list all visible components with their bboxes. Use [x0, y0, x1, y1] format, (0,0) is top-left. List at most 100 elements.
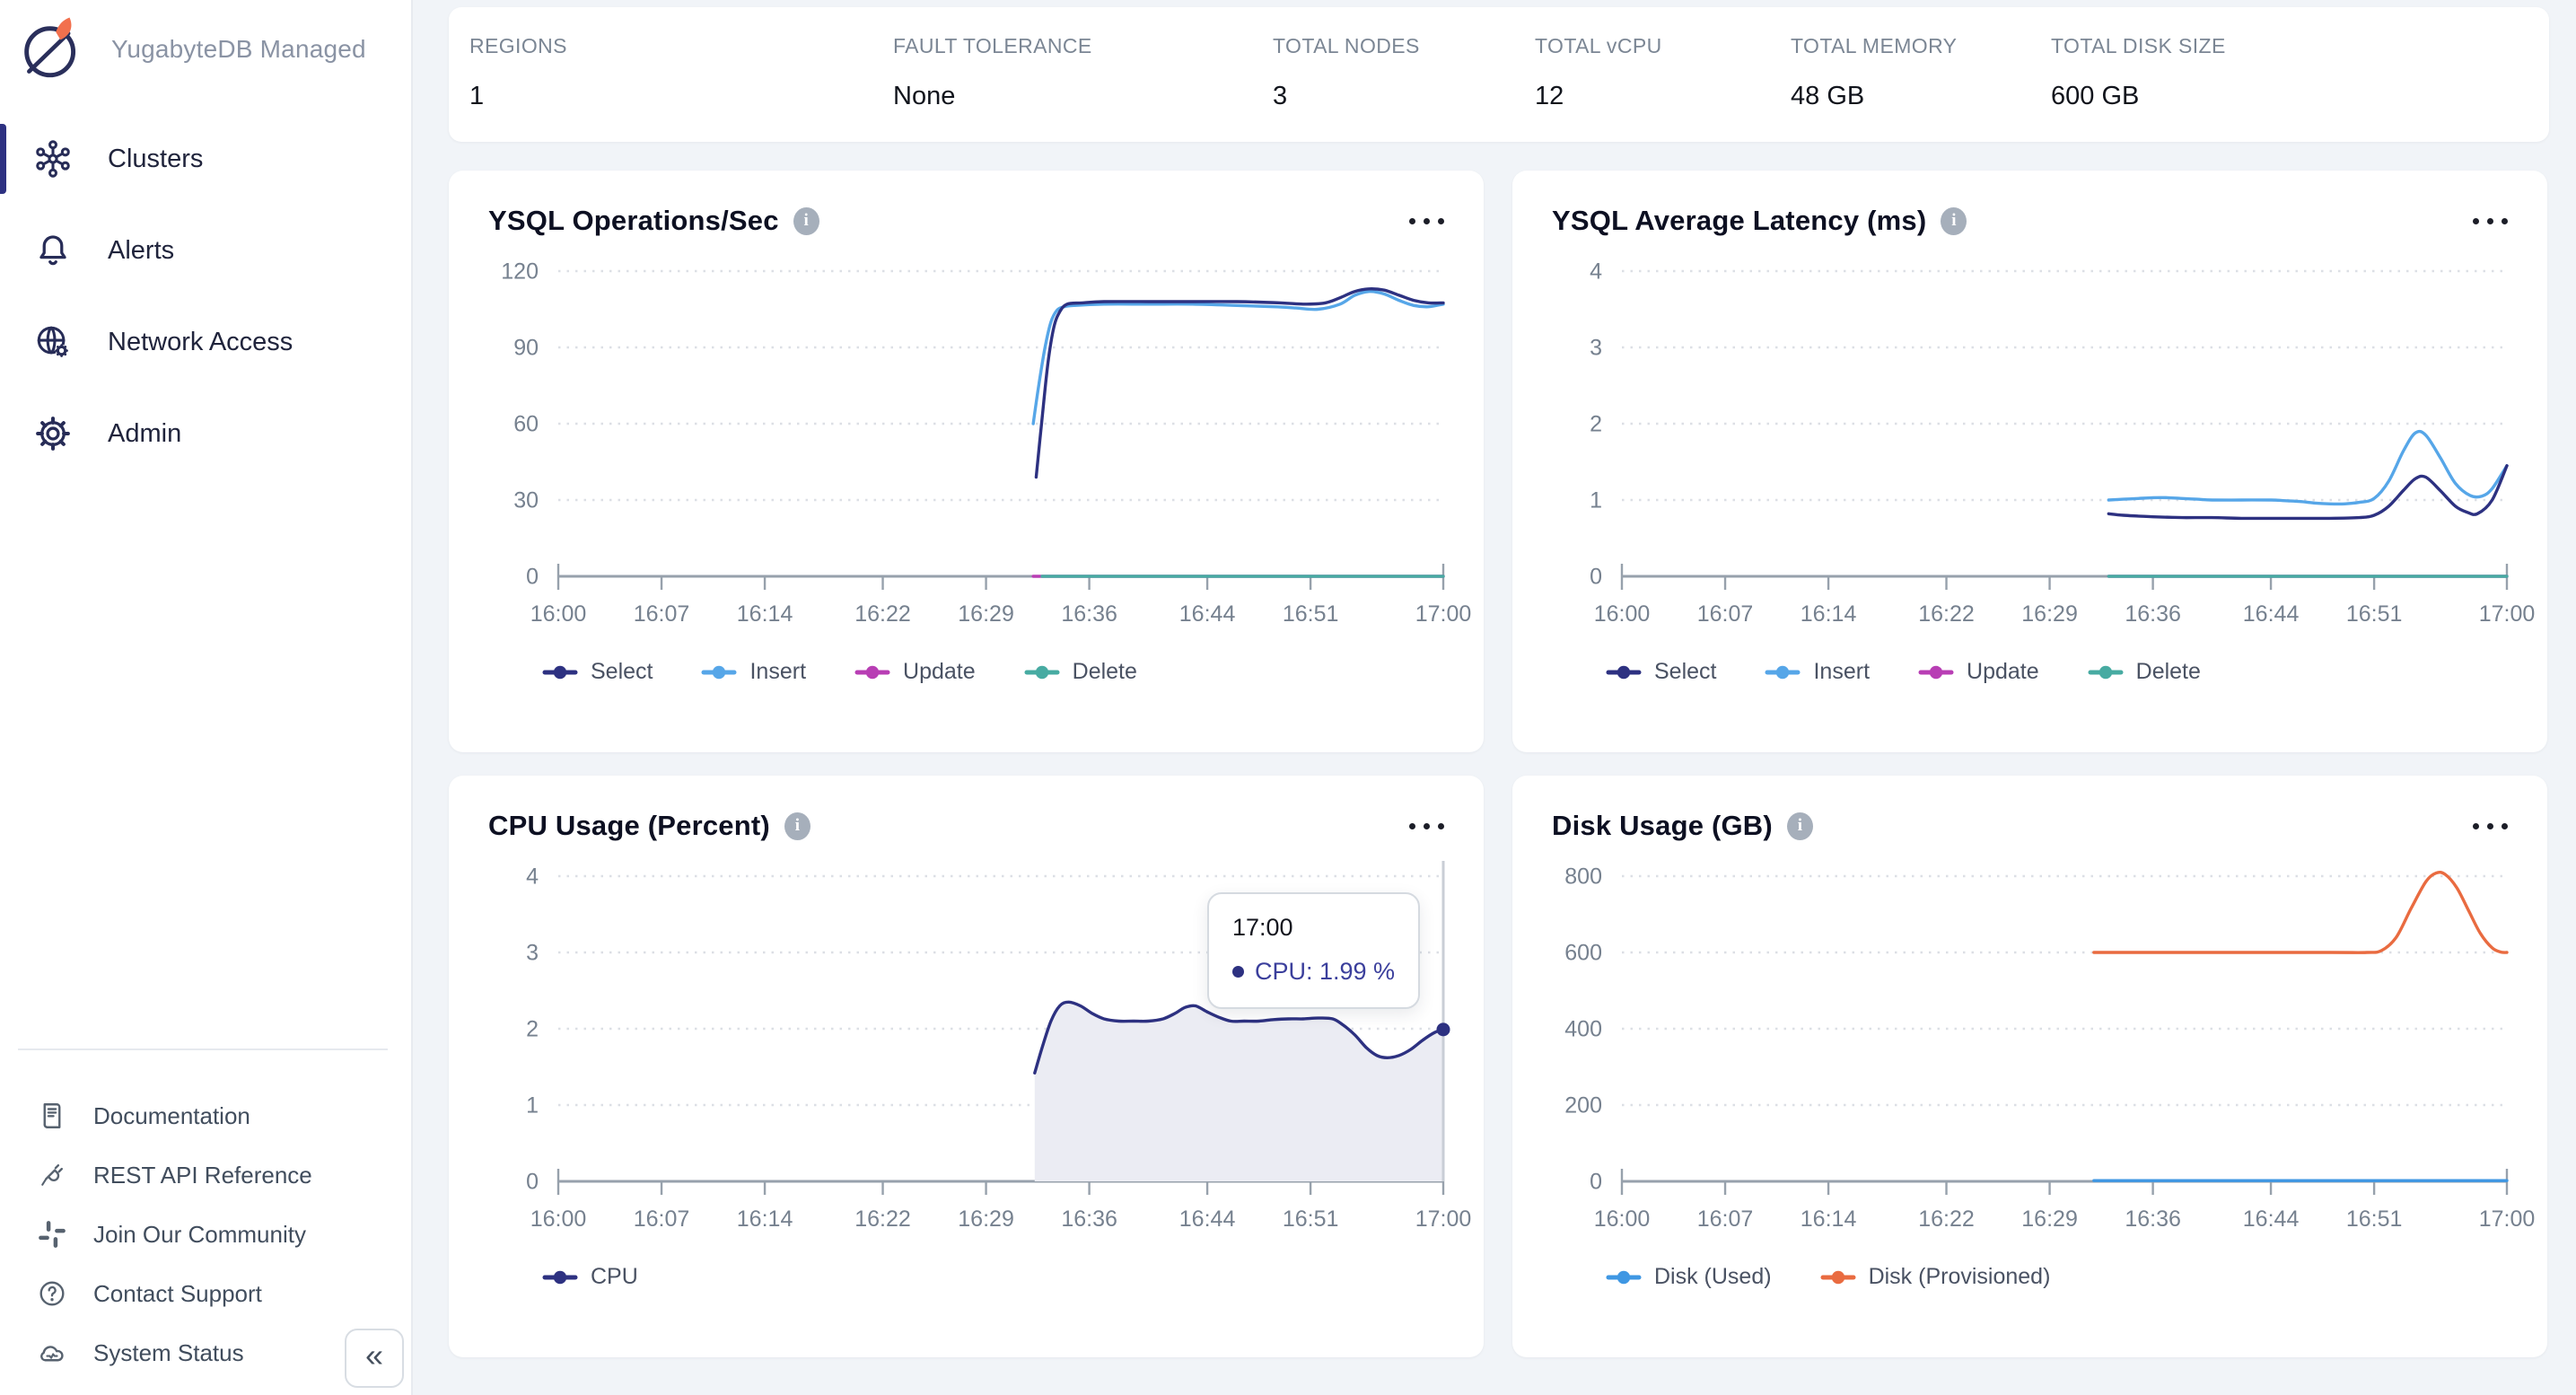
svg-text:4: 4 [1590, 259, 1602, 285]
svg-text:1: 1 [1590, 488, 1602, 513]
svg-text:16:00: 16:00 [530, 1206, 587, 1232]
stat-value: 600 GB [2051, 82, 2140, 110]
info-icon[interactable]: i [793, 206, 819, 235]
more-menu-button[interactable] [1407, 211, 1446, 232]
svg-text:0: 0 [1590, 1170, 1602, 1195]
more-menu-button[interactable] [1407, 816, 1446, 837]
svg-text:400: 400 [1564, 1017, 1602, 1042]
svg-text:16:07: 16:07 [634, 1206, 690, 1232]
sidebar-item-alerts[interactable]: Alerts [0, 205, 411, 296]
legend-label: Select [1654, 659, 1717, 684]
legend-item-insert[interactable]: Insert [1765, 659, 1870, 685]
svg-text:16:51: 16:51 [1283, 601, 1339, 627]
book-icon [43, 1103, 61, 1128]
legend-item-select[interactable]: Select [1606, 659, 1716, 685]
legend-marker-icon [701, 665, 737, 679]
info-icon[interactable]: i [1941, 206, 1967, 235]
svg-text:16:29: 16:29 [958, 1206, 1014, 1232]
svg-text:16:07: 16:07 [1697, 601, 1754, 627]
legend-marker-icon [1606, 1270, 1642, 1284]
more-menu-button[interactable] [2471, 816, 2510, 837]
legend-item-select[interactable]: Select [542, 659, 653, 685]
collapse-sidebar-button[interactable]: « [345, 1329, 404, 1388]
ysql-operations-chart[interactable]: 0 30 60 90 120 16:00 16:07 16:14 16:22 16:29 16:36… [449, 242, 1484, 655]
svg-text:16:14: 16:14 [737, 1206, 793, 1232]
sidebar-link-system-status[interactable]: System Status [0, 1323, 411, 1382]
stat-total-memory: TOTAL MEMORY 48 GB [1791, 34, 2051, 142]
svg-text:200: 200 [1564, 1093, 1602, 1119]
legend-marker-icon [2088, 665, 2124, 679]
legend-item-delete[interactable]: Delete [1024, 659, 1137, 685]
svg-text:16:36: 16:36 [1061, 601, 1117, 627]
svg-text:16:00: 16:00 [1594, 1206, 1651, 1232]
svg-text:16:44: 16:44 [1179, 1206, 1236, 1232]
svg-text:16:22: 16:22 [854, 601, 911, 627]
disk-usage-card: Disk Usage (GB) i 0 200 400 600 800 16:00 16:0… [1512, 776, 2547, 1357]
info-icon[interactable]: i [784, 812, 810, 840]
svg-text:16:36: 16:36 [2125, 601, 2181, 627]
legend-label: Delete [1072, 659, 1137, 684]
svg-text:16:44: 16:44 [2243, 1206, 2300, 1232]
sidebar-divider [18, 1048, 388, 1050]
svg-text:0: 0 [1590, 565, 1602, 590]
sidebar-link-rest-api-reference[interactable]: REST API Reference [0, 1145, 411, 1205]
legend-marker-icon [542, 1270, 578, 1284]
legend-item-insert[interactable]: Insert [701, 659, 806, 685]
legend-marker-icon [1606, 665, 1642, 679]
chart-legend: Disk (Used) Disk (Provisioned) [1512, 1264, 2547, 1290]
charts-grid: YSQL Operations/Sec i 0 30 60 90 120 16:00 16:… [449, 171, 2547, 1357]
stat-fault-tolerance: FAULT TOLERANCE None [893, 34, 1273, 142]
stat-total-nodes: TOTAL NODES 3 [1273, 34, 1535, 142]
sidebar-item-clusters[interactable]: Clusters [0, 113, 411, 205]
legend-label: Delete [2135, 659, 2201, 684]
svg-text:4: 4 [526, 864, 539, 890]
info-icon[interactable]: i [1786, 812, 1813, 840]
slack-icon [39, 1221, 66, 1248]
stat-label: FAULT TOLERANCE [893, 34, 1092, 57]
chart-legend: Select Insert Update Delete [1512, 659, 2547, 685]
sidebar-link-join-our-community[interactable]: Join Our Community [0, 1205, 411, 1264]
svg-text:16:36: 16:36 [1061, 1206, 1117, 1232]
legend-item-cpu[interactable]: CPU [542, 1264, 638, 1290]
svg-text:120: 120 [501, 259, 539, 285]
legend-marker-icon [1765, 665, 1801, 679]
legend-label: Insert [749, 659, 807, 684]
legend-label: Insert [1813, 659, 1871, 684]
stat-total-vcpu: TOTAL vCPU 12 [1535, 34, 1791, 142]
svg-text:30: 30 [513, 488, 539, 513]
sidebar-item-admin[interactable]: Admin [0, 388, 411, 479]
svg-text:16:51: 16:51 [1283, 1206, 1339, 1232]
plug-icon [41, 1164, 64, 1186]
sidebar-link-documentation[interactable]: Documentation [0, 1086, 411, 1145]
legend-item-update[interactable]: Update [1918, 659, 2039, 685]
sidebar: YugabyteDB Managed Clusters Alerts [0, 0, 413, 1395]
svg-text:16:29: 16:29 [2021, 601, 2078, 627]
legend-marker-icon [1820, 1270, 1856, 1284]
sidebar-item-network-access[interactable]: Network Access [0, 296, 411, 388]
legend-item-disk-used[interactable]: Disk (Used) [1606, 1264, 1772, 1290]
disk-usage-chart[interactable]: 0 200 400 600 800 16:00 16:07 16:14 16:22 16:29 16… [1512, 847, 2547, 1260]
ysql-latency-card: YSQL Average Latency (ms) i 0 1 2 3 4 16:00 16… [1512, 171, 2547, 752]
svg-text:90: 90 [513, 336, 539, 361]
svg-text:17:00: 17:00 [2479, 1206, 2536, 1232]
svg-text:2: 2 [1590, 412, 1602, 437]
legend-item-update[interactable]: Update [854, 659, 976, 685]
svg-text:0: 0 [526, 565, 539, 590]
legend-label: Disk (Used) [1654, 1264, 1772, 1289]
cloud-status-icon [40, 1346, 64, 1362]
cpu-usage-chart[interactable]: 0 1 2 3 4 16:00 16:07 16:14 16:22 16:29 16:36 16:44… [449, 847, 1484, 1260]
legend-item-disk-provisioned[interactable]: Disk (Provisioned) [1820, 1264, 2050, 1290]
legend-item-delete[interactable]: Delete [2088, 659, 2201, 685]
svg-text:16:07: 16:07 [1697, 1206, 1754, 1232]
svg-text:16:51: 16:51 [2346, 601, 2403, 627]
legend-marker-icon [854, 665, 890, 679]
cpu-usage-card: CPU Usage (Percent) i 0 1 2 3 4 16:00 16:07 16:… [449, 776, 1484, 1357]
sidebar-link-contact-support[interactable]: Contact Support [0, 1264, 411, 1323]
ysql-latency-chart[interactable]: 0 1 2 3 4 16:00 16:07 16:14 16:22 16:29 16:36 16:44… [1512, 242, 2547, 655]
chart-legend: CPU [449, 1264, 1484, 1290]
stat-value: 48 GB [1791, 82, 1865, 110]
more-menu-button[interactable] [2471, 211, 2510, 232]
stat-label: TOTAL MEMORY [1791, 34, 1958, 57]
sidebar-item-label: Admin [108, 418, 182, 448]
stat-value: 12 [1535, 82, 1564, 110]
